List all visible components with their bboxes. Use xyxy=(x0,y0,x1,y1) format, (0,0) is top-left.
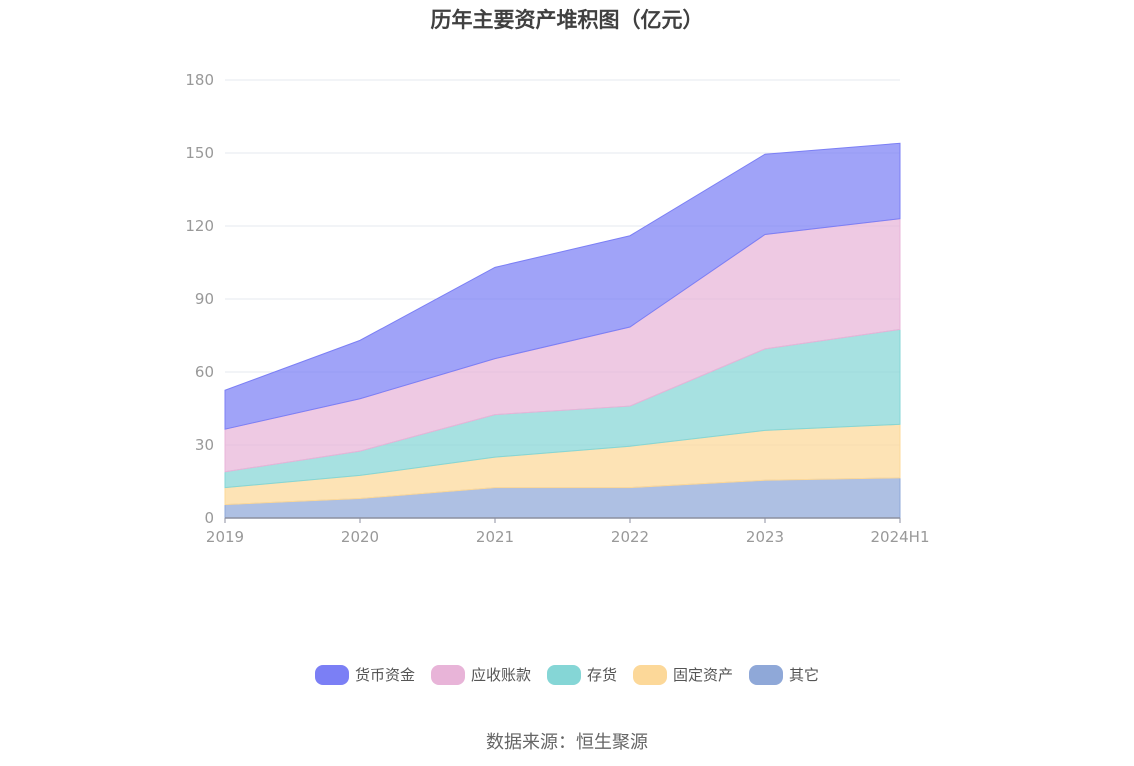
data-source: 数据来源：恒生聚源 xyxy=(486,732,648,753)
legend: 货币资金 应收账款 存货 固定资产 其它 xyxy=(0,664,1134,685)
x-tick-label: 2023 xyxy=(746,528,784,546)
area-货币资金 xyxy=(224,142,901,430)
y-tick-label: 60 xyxy=(195,363,214,381)
legend-label: 货币资金 xyxy=(354,666,415,684)
area-series xyxy=(224,142,901,519)
y-tick-label: 0 xyxy=(204,509,214,527)
y-tick-label: 90 xyxy=(195,290,214,308)
x-axis-labels: 2019 2020 2021 2022 2023 2024H1 xyxy=(206,528,930,546)
x-tick-label: 2020 xyxy=(341,528,379,546)
legend-item[interactable]: 应收账款 xyxy=(430,664,531,685)
x-tick-label: 2024H1 xyxy=(871,528,930,546)
legend-item[interactable]: 其它 xyxy=(749,664,819,685)
legend-label: 固定资产 xyxy=(673,666,734,684)
legend-label: 存货 xyxy=(586,666,617,684)
x-tick-label: 2019 xyxy=(206,528,244,546)
y-tick-label: 150 xyxy=(185,144,214,162)
y-tick-label: 180 xyxy=(185,71,214,89)
y-tick-label: 30 xyxy=(195,436,214,454)
legend-label: 其它 xyxy=(789,666,820,684)
y-tick-label: 120 xyxy=(185,217,214,235)
legend-swatch xyxy=(430,664,465,685)
legend-swatch xyxy=(749,664,784,685)
legend-swatch xyxy=(633,664,667,685)
x-axis xyxy=(224,517,901,523)
chart-title: 历年主要资产堆积图（亿元） xyxy=(430,8,704,32)
x-tick-label: 2021 xyxy=(476,528,514,546)
legend-item[interactable]: 固定资产 xyxy=(633,664,733,685)
legend-swatch xyxy=(546,664,581,685)
legend-label: 应收账款 xyxy=(470,666,531,684)
x-tick-label: 2022 xyxy=(611,528,649,546)
y-axis-labels: 0 30 60 90 120 150 180 xyxy=(185,71,214,527)
legend-item[interactable]: 货币资金 xyxy=(314,664,415,685)
legend-item[interactable]: 存货 xyxy=(546,664,617,685)
legend-swatch xyxy=(314,664,349,685)
